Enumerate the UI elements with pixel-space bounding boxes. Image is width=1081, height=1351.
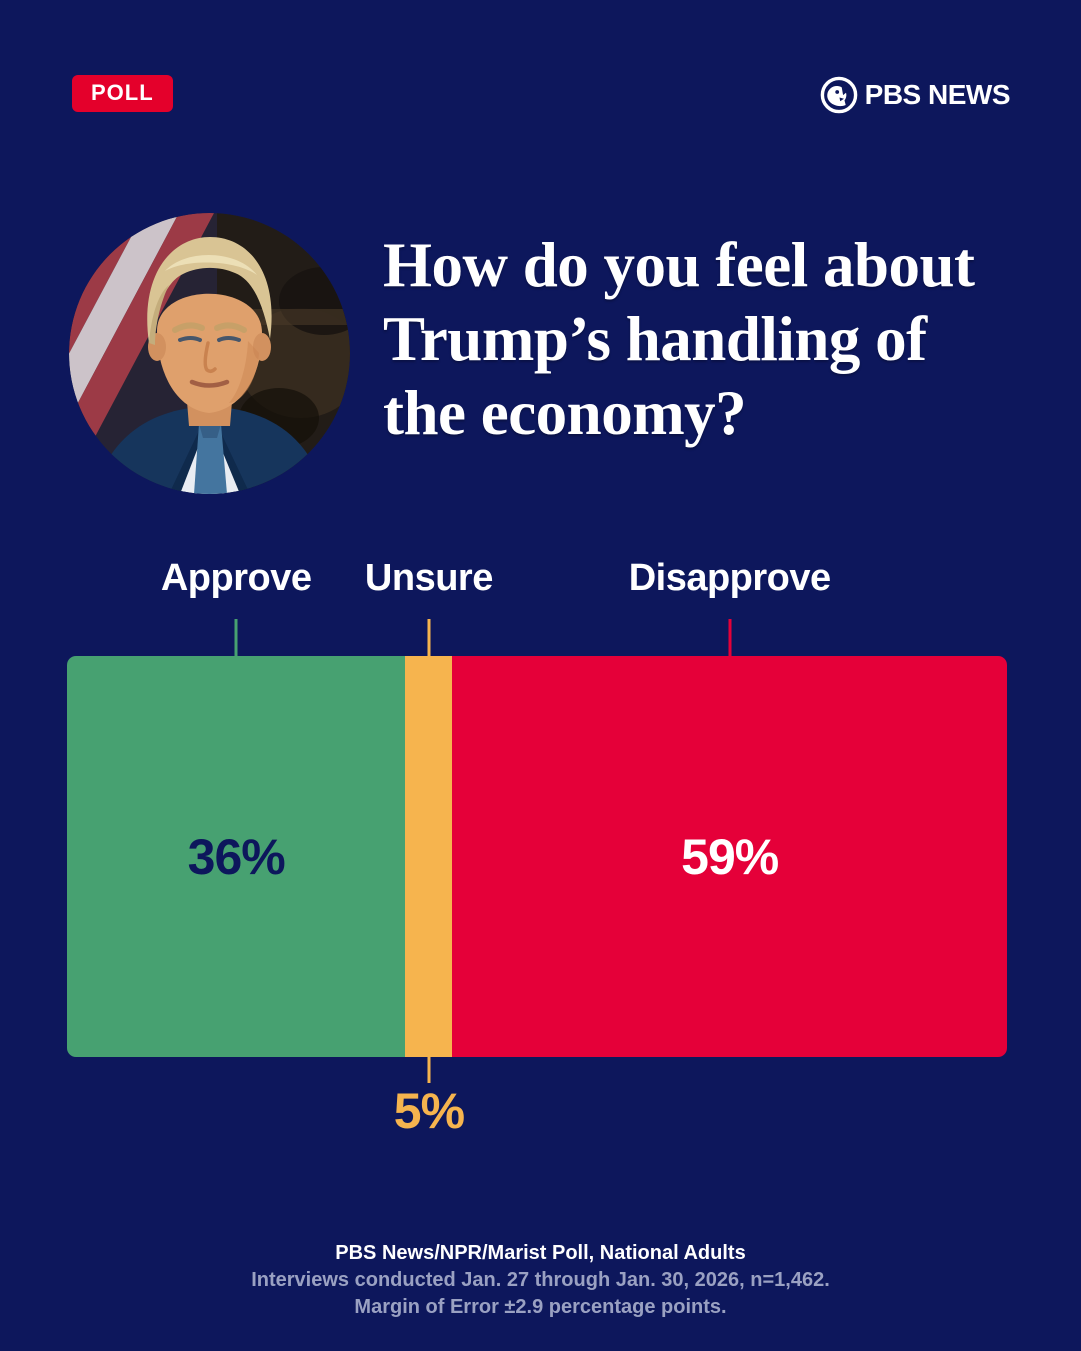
callout-value-unsure: 5% [393,1083,465,1139]
pbs-logo-icon [819,75,859,115]
bar-segment-approve: 36% [67,656,406,1057]
poll-badge: POLL [72,75,173,112]
category-tick-unsure [427,619,431,656]
bar-segment-disapprove: 59% [452,656,1007,1057]
value-label-disapprove: 59% [681,828,779,885]
footer-source-line: PBS News/NPR/Marist Poll, National Adult… [335,1242,746,1264]
category-tick-approve [234,619,238,656]
value-label-approve: 36% [187,828,286,885]
question-line-2: Trump’s handling of [383,304,927,374]
category-label-unsure: Unsure [364,557,493,599]
question-line-3: the economy? [383,378,747,448]
footer-note-line-1: Interviews conducted Jan. 27 through Jan… [251,1269,830,1291]
question-line-1: How do you feel about [383,230,975,300]
chart: 36% 59% Approve Unsure 5% Disapprove [67,0,1007,1351]
brand-wordmark: PBS NEWS [864,79,1011,110]
category-label-approve: Approve [160,557,312,599]
bar-segment-unsure [405,656,453,1057]
footer: PBS News/NPR/Marist Poll, National Adult… [0,1240,1081,1321]
pbs-news-logo: PBS NEWS [819,74,1011,116]
category-tick-disapprove [728,619,732,656]
stacked-bar: 36% 59% [67,656,1007,1057]
category-label-disapprove: Disapprove [628,557,831,599]
question-title: How do you feel about Trump’s handling o… [383,228,975,450]
callout-tick-unsure [427,1057,431,1083]
footer-note-line-2: Margin of Error ±2.9 percentage points. [354,1296,727,1318]
